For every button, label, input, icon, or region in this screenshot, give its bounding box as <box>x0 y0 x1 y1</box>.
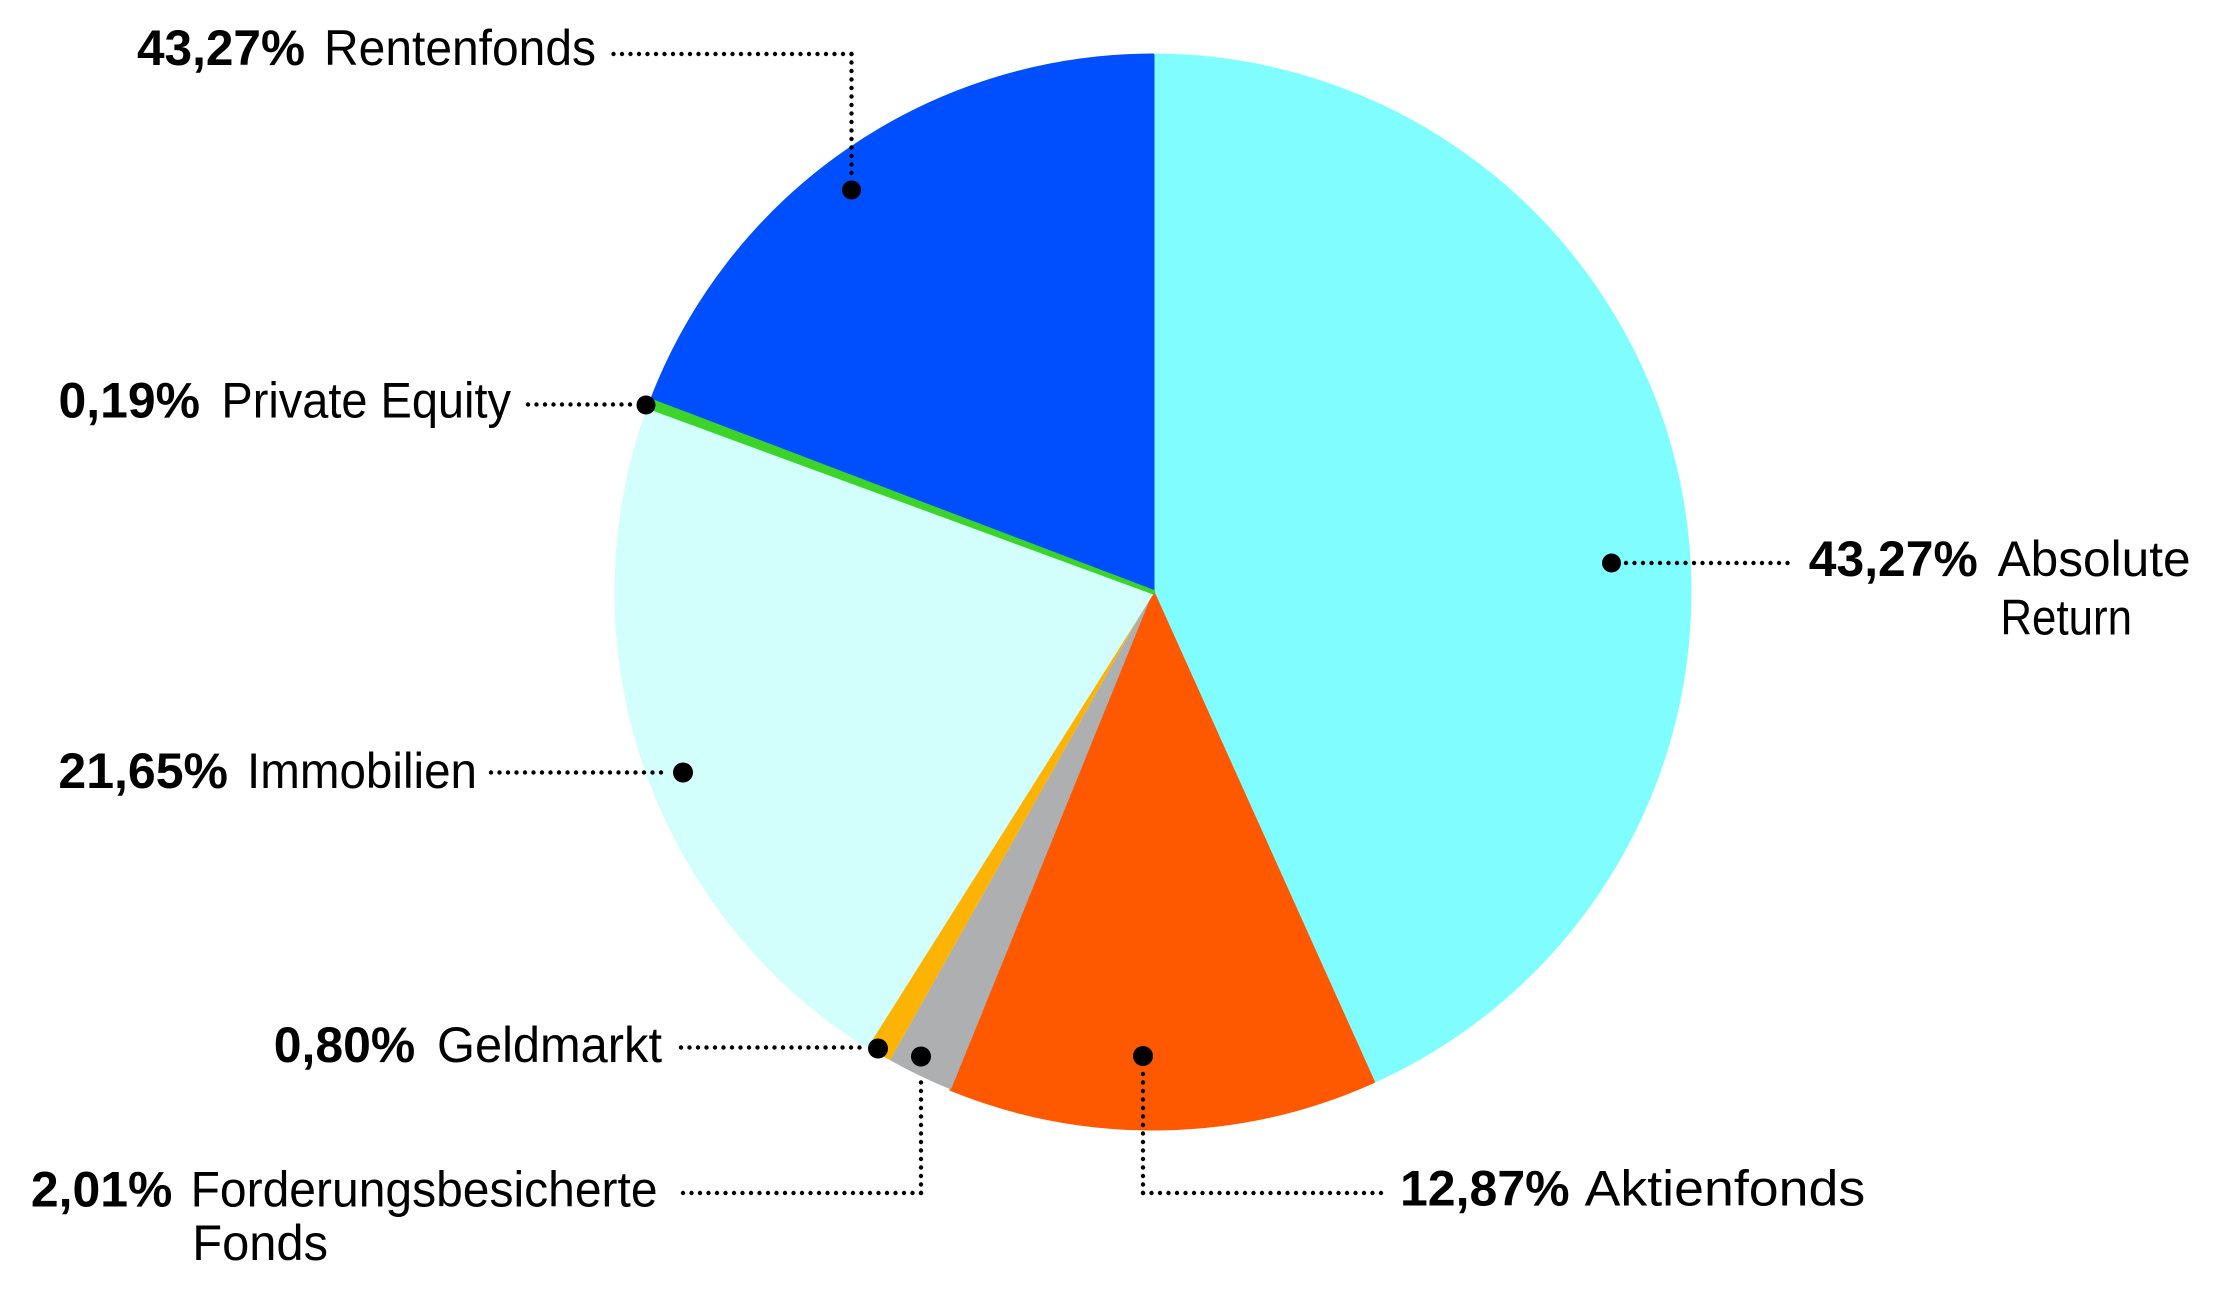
svg-text:Return: Return <box>2000 589 2132 645</box>
svg-text:43,27%Absolute: 43,27% Absolute <box>1809 531 2191 587</box>
svg-text:12,87%Aktienfonds: 12,87% Aktienfonds <box>1400 1161 1865 1217</box>
svg-text:21,65%Immobilien: 21,65% Immobilien <box>58 743 477 799</box>
svg-text:43,27%Rentenfonds: 43,27% Rentenfonds <box>137 20 596 76</box>
svg-text:Fonds: Fonds <box>192 1215 328 1271</box>
svg-text:0,19%Private Equity: 0,19% Private Equity <box>59 373 512 429</box>
svg-text:0,80%Geldmarkt: 0,80% Geldmarkt <box>274 1017 662 1073</box>
svg-text:2,01%Forderungsbesicherte: 2,01% Forderungsbesicherte <box>31 1162 658 1218</box>
